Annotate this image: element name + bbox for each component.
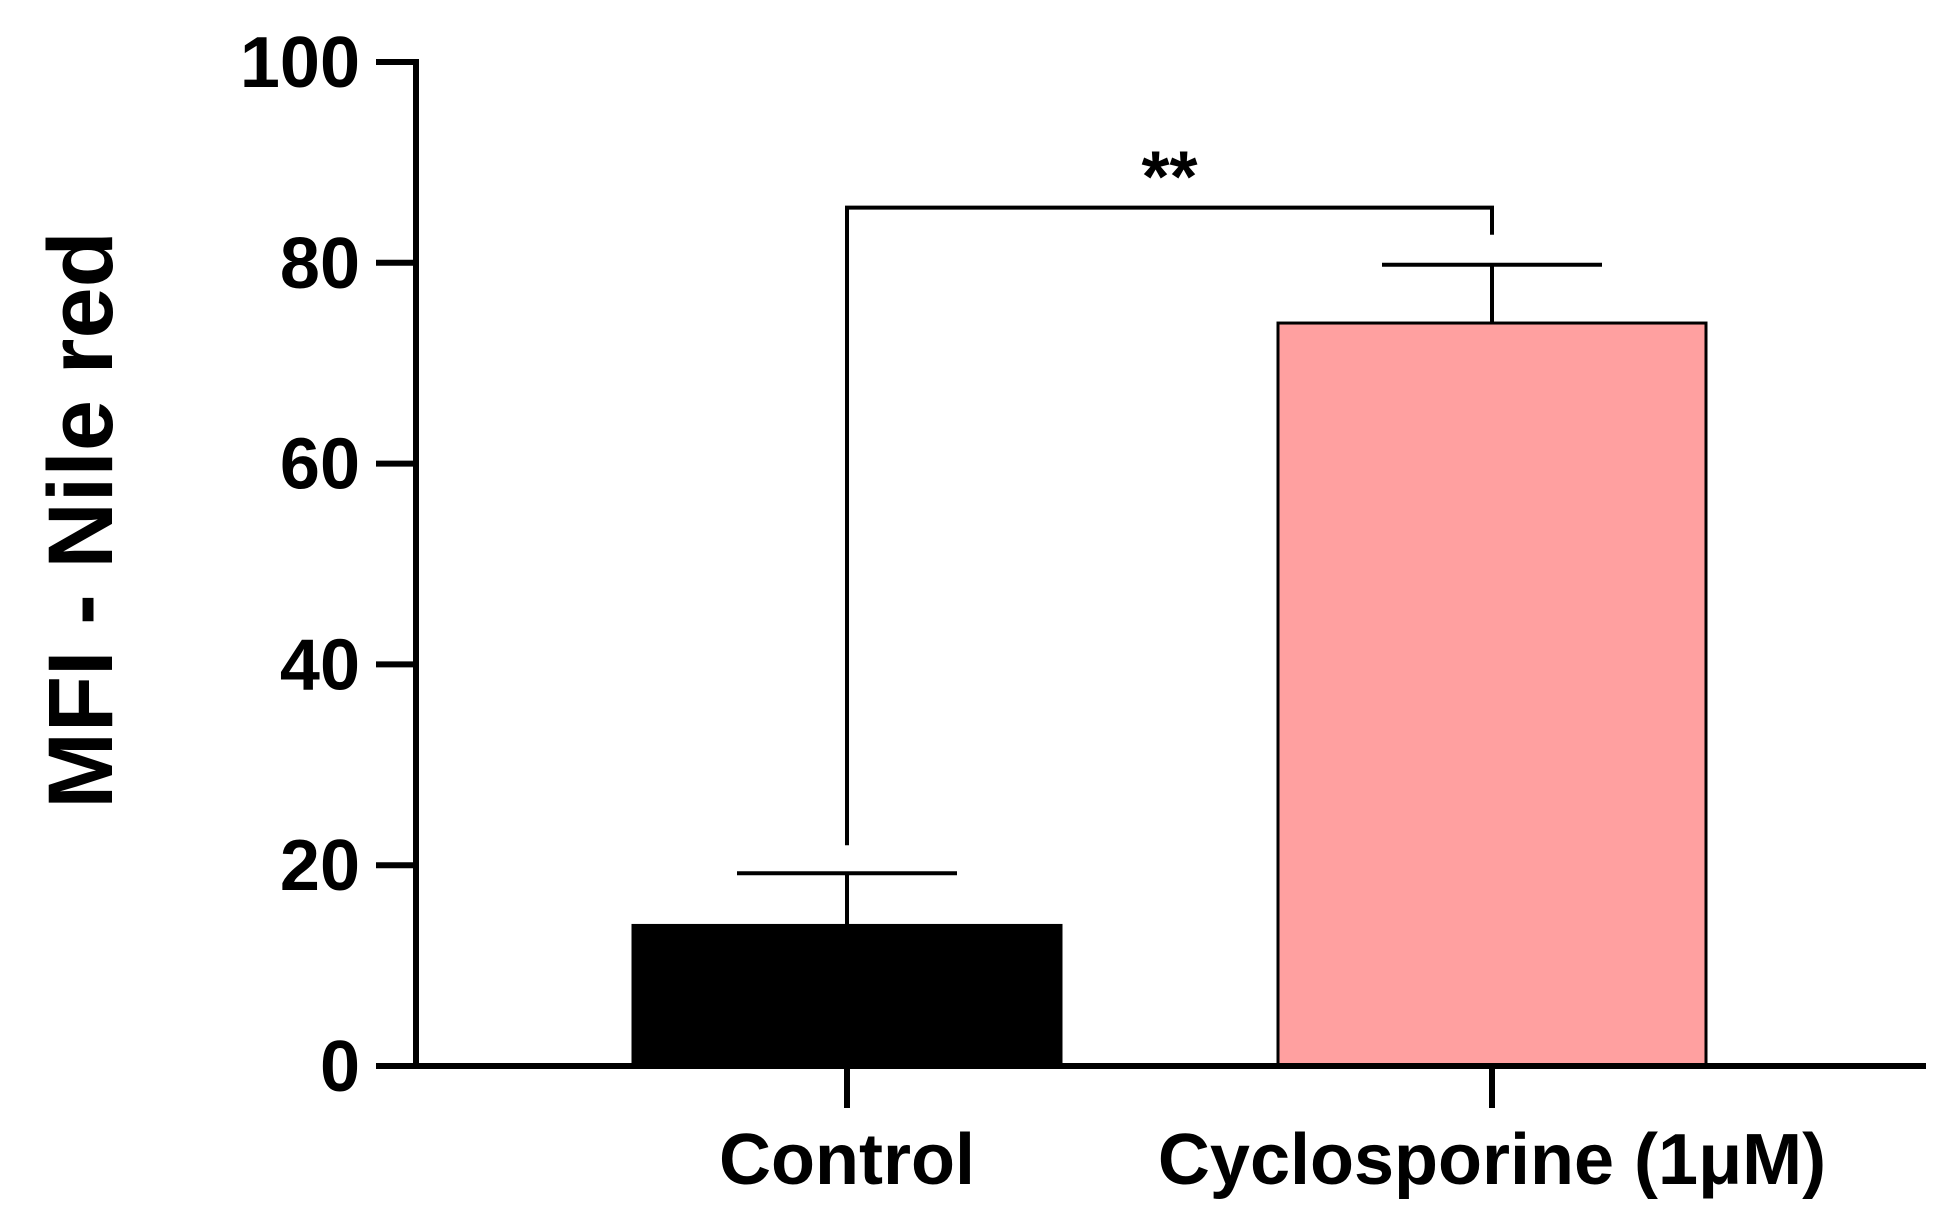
y-axis-title: MFI - Nile red [30,231,132,809]
y-tick-label-0: 0 [320,1027,360,1107]
significance-label: ** [1141,138,1197,218]
y-tick-label-20: 20 [280,826,360,906]
bar-1 [1276,321,1708,1068]
significance-bracket [845,205,1494,846]
y-tick-label-80: 80 [280,224,360,304]
x-tick-label-1: Cyclosporine (1μM) [1158,1120,1826,1200]
x-tick-label-0: Control [719,1120,975,1200]
y-tick-label-60: 60 [280,425,360,505]
plot-area: 0 20 40 60 80 100 Control Cyclosporine (1μM) ** [240,23,1926,1200]
bar-0 [631,923,1063,1068]
y-tick-label-100: 100 [240,23,360,103]
y-tick-label-40: 40 [280,625,360,705]
